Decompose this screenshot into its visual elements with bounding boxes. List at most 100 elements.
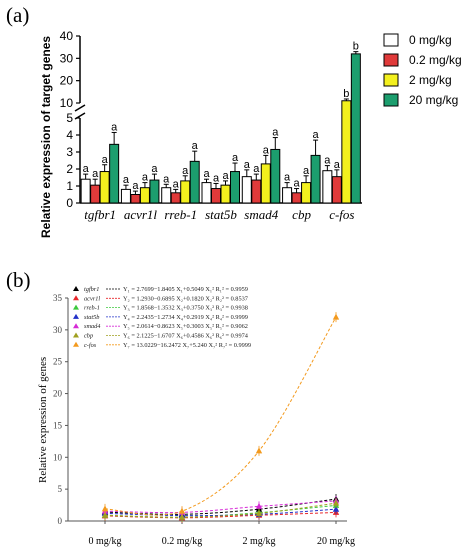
bar	[282, 187, 293, 204]
legend-label: 0 mg/kg	[409, 33, 452, 47]
bar	[220, 184, 231, 204]
significance-label: a	[263, 144, 270, 156]
legend-marker	[73, 341, 79, 347]
bar	[301, 182, 312, 204]
category-label: rreb-1	[164, 207, 197, 222]
y-tick-label: 10	[53, 452, 63, 462]
legend-marker	[73, 295, 79, 301]
significance-label: a	[272, 127, 279, 139]
y-tick-label: 40	[60, 29, 74, 43]
x-tick-label: 2 mg/kg	[242, 536, 275, 547]
y-tick-label: 1	[66, 179, 73, 193]
legend-equation: Y₄ = 2.2435−1.2734 X₄+0.2919 X₄² R₄² = 0…	[123, 314, 248, 321]
significance-label: a	[244, 159, 251, 171]
category-label: tgfbr1	[84, 207, 116, 222]
legend-label: tgfbr1	[84, 286, 99, 293]
bar	[350, 53, 361, 204]
bar	[260, 163, 271, 204]
legend-label: c-fos	[84, 342, 97, 349]
bar	[161, 187, 172, 204]
significance-label: a	[213, 172, 220, 184]
data-point	[255, 509, 263, 516]
x-tick-label: 0 mg/kg	[88, 536, 121, 547]
data-point	[101, 511, 109, 518]
y-axis-label: Relative expression of target genes	[39, 36, 53, 238]
category-label: cbp	[292, 207, 311, 222]
significance-label: a	[294, 178, 301, 190]
significance-label: a	[142, 172, 149, 184]
legend-equation: Y₇ = 13.0229−16.2472 X₇+5.240 X₇² R₇² = …	[123, 342, 251, 349]
bar	[322, 170, 333, 204]
legend-swatch	[383, 73, 399, 87]
y-tick-label: 25	[53, 357, 63, 367]
y-tick-label: 15	[53, 420, 63, 430]
legend-label: 20 mg/kg	[409, 93, 458, 107]
bar	[189, 160, 200, 204]
significance-label: a	[111, 121, 118, 133]
bar	[80, 178, 91, 204]
bar	[251, 179, 262, 204]
y-tick-label: 4	[66, 128, 73, 142]
significance-label: a	[132, 180, 139, 192]
bar	[341, 100, 352, 204]
legend-equation: Y₅ = 2.0614−0.8623 X₅+0.3003 X₅² R₅² = 0…	[123, 323, 248, 330]
line-chart-b: 0 5 10 15 20 25 30 35 0 mg/kg 0.2 mg/kg 2 mg/kg 20 …	[37, 286, 355, 547]
category-label: acvr1l	[124, 207, 158, 222]
significance-label: a	[151, 163, 158, 175]
y-tick-label: 20	[60, 74, 74, 88]
bar	[139, 187, 150, 204]
significance-label: a	[313, 129, 320, 141]
bar	[109, 143, 120, 204]
legend-label: acvr1l	[84, 295, 100, 302]
legend-marker	[73, 323, 79, 329]
legend-swatch	[383, 93, 399, 107]
category-label: c-fos	[329, 207, 354, 222]
y-tick-label: 10	[60, 96, 74, 110]
significance-label: a	[92, 168, 99, 180]
y-tick-label: 35	[53, 293, 63, 303]
significance-label: a	[284, 172, 291, 184]
bar	[310, 154, 321, 204]
bar	[270, 148, 281, 204]
bar-chart-a: 0 1 2 3 4 510 20 30 40 Relative expression of tar…	[39, 29, 462, 238]
significance-label: a	[324, 155, 331, 167]
legend-equation: Y₁ = 2.7699−1.8405 X₁+0.5049 X₁² R₁² = 0…	[123, 286, 248, 293]
y-tick-label: 5	[58, 484, 63, 494]
legend-marker	[73, 304, 79, 310]
bar	[230, 171, 240, 204]
legend-marker	[73, 313, 79, 319]
legend-marker	[73, 286, 79, 291]
data-point	[101, 505, 109, 512]
bar	[149, 179, 160, 204]
legend-label: 0.2 mg/kg	[409, 53, 462, 67]
bar	[99, 171, 110, 204]
axis-break-mark	[74, 104, 86, 112]
bar	[291, 192, 302, 204]
data-point	[255, 447, 263, 454]
significance-label: a	[334, 159, 341, 171]
significance-label: b	[353, 41, 359, 53]
y-tick-label: 30	[53, 325, 63, 335]
significance-label: a	[192, 140, 199, 152]
legend-equation: Y₆ = 2.1225−1.6707 X₆+0.4586 X₆² R₆² = 0…	[123, 333, 249, 340]
series-line	[104, 498, 337, 515]
x-tick-label: 0.2 mg/kg	[162, 536, 203, 547]
data-point	[255, 502, 263, 509]
significance-label: b	[343, 88, 349, 100]
data-point	[178, 507, 186, 514]
significance-label: a	[222, 170, 229, 182]
legend-label: smad4	[84, 323, 100, 330]
legend-marker	[73, 332, 79, 338]
category-label: stat5b	[205, 207, 237, 222]
bar	[120, 188, 131, 204]
significance-label: a	[253, 163, 260, 175]
data-point	[332, 499, 340, 506]
bar	[331, 176, 342, 204]
category-label: smad4	[244, 207, 278, 222]
data-point	[332, 505, 340, 512]
series-line	[104, 508, 337, 517]
y-tick-label: 0	[58, 516, 63, 526]
series-line	[104, 316, 337, 516]
significance-label: a	[83, 163, 90, 175]
